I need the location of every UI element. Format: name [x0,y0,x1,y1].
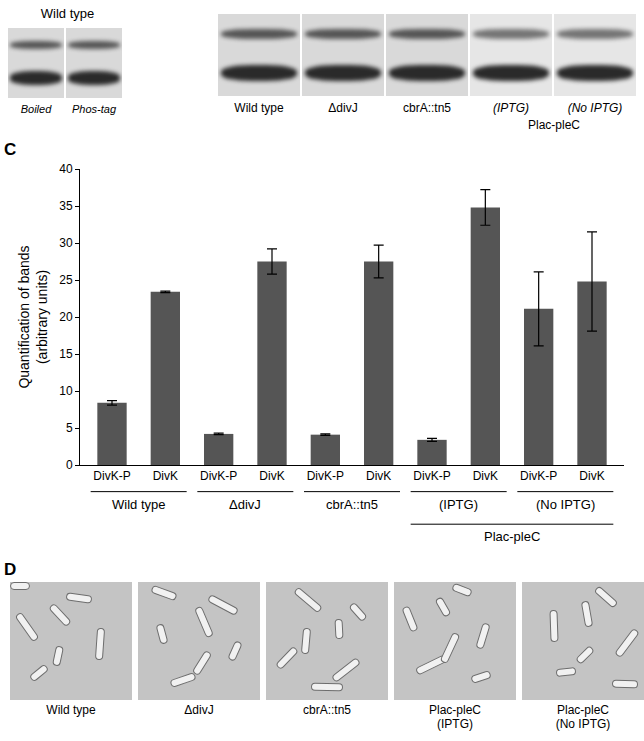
svg-text:0: 0 [66,458,73,472]
svg-text:20: 20 [59,310,73,324]
svg-text:40: 40 [59,162,73,176]
html-text:C: C [4,140,17,159]
html-text:Boiled: Boiled [20,103,52,115]
svg-text:DivK-P: DivK-P [307,469,344,483]
html-text:Plac-pleC: Plac-pleC [528,118,580,132]
html-text:Plac-pleC: Plac-pleC [429,703,481,717]
svg-text:10: 10 [59,384,73,398]
svg-text:(No IPTG): (No IPTG) [536,497,595,512]
html-text:(No IPTG): (No IPTG) [567,101,623,115]
svg-text:DivK: DivK [153,469,178,483]
html-text:Wild type: Wild type [46,703,96,717]
svg-text:Quantification of bands(arbitr: Quantification of bands(arbitrary units) [16,245,50,388]
html-text:cbrA::tn5: cbrA::tn5 [303,703,351,717]
html-text:(IPTG): (IPTG) [437,717,473,731]
html-text:ΔdivJ: ΔdivJ [184,703,214,717]
svg-text:(IPTG): (IPTG) [439,497,478,512]
svg-text:ΔdivJ: ΔdivJ [229,497,261,512]
html-text:(IPTG): (IPTG) [493,101,529,115]
svg-text:25: 25 [59,273,73,287]
svg-text:DivK: DivK [473,469,498,483]
svg-text:DivK: DivK [366,469,391,483]
html-text:Wild type: Wild type [234,101,284,115]
svg-text:35: 35 [59,199,73,213]
html-text:D: D [4,560,17,579]
svg-text:30: 30 [59,236,73,250]
svg-text:DivK: DivK [579,469,604,483]
html-text:cbrA::tn5: cbrA::tn5 [403,101,451,115]
svg-text:DivK-P: DivK-P [93,469,130,483]
html-text:(No IPTG): (No IPTG) [555,717,611,731]
html-text:Wild type: Wild type [40,6,95,21]
svg-text:5: 5 [66,421,73,435]
svg-text:Plac-pleC: Plac-pleC [484,529,540,544]
svg-text:DivK: DivK [259,469,284,483]
svg-text:cbrA::tn5: cbrA::tn5 [326,497,378,512]
html-text:ΔdivJ: ΔdivJ [328,101,358,115]
svg-text:DivK-P: DivK-P [413,469,450,483]
html-text:Plac-pleC: Plac-pleC [557,703,609,717]
svg-text:DivK-P: DivK-P [200,469,237,483]
svg-text:DivK-P: DivK-P [520,469,557,483]
svg-text:15: 15 [59,347,73,361]
html-text:Phos-tag: Phos-tag [72,103,116,115]
svg-text:Wild type: Wild type [112,497,165,512]
